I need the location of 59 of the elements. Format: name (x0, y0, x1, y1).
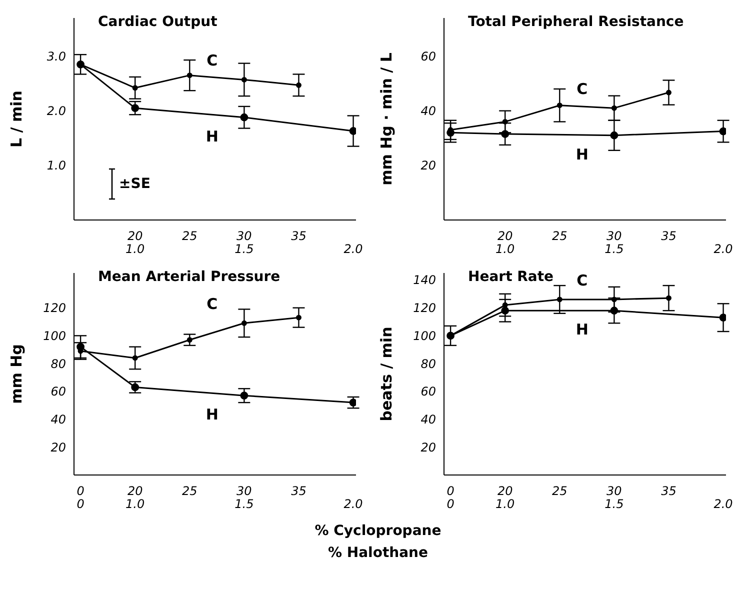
x-tick-label: 35 (661, 484, 676, 498)
series-label: H (206, 127, 218, 146)
y-axis-title: mm Hg (7, 344, 26, 404)
chart-title: Cardiac Output (98, 14, 218, 30)
y-tick-label: 20 (50, 440, 66, 454)
y-tick-label: 80 (50, 356, 66, 371)
series-label: C (576, 271, 588, 290)
x-tick-label: 30 1.5 (234, 229, 254, 256)
y-tick-label: 40 (50, 412, 66, 427)
y-tick-label: 100 (43, 328, 66, 343)
series-label: H (576, 145, 588, 164)
y-tick-label: 2.0 (46, 104, 66, 118)
x-tick-label: 25 (552, 484, 568, 498)
y-tick-label: 1.0 (46, 158, 66, 173)
chart-title: Total Peripheral Resistance (468, 14, 684, 30)
x-tick-label: 2.0 (344, 497, 364, 511)
x-tick-label: 30 1.5 (604, 229, 624, 256)
x-tick-label: 2.0 (344, 242, 364, 256)
series-label: C (576, 80, 588, 98)
x-tick-label: 30 1.5 (604, 484, 624, 511)
x-tick-label: 20 1.0 (126, 229, 145, 256)
y-axis-title: L / min (7, 90, 26, 148)
y-axis-title: beats / min (377, 326, 396, 422)
x-tick-label: 25 (182, 484, 198, 498)
x-tick-label: 20 1.0 (126, 484, 145, 511)
y-tick-label: 120 (413, 301, 436, 316)
x-tick-label: 35 (291, 229, 306, 243)
x-tick-label: 35 (291, 484, 306, 498)
chart-title: Mean Arterial Pressure (98, 269, 280, 285)
x-tick-label: 35 (661, 229, 676, 243)
x-axis-title: % Cyclopropane % Halothane (314, 522, 442, 563)
y-axis-title: mm Hg · min / L (377, 52, 396, 186)
x-tick-label: 20 1.0 (496, 484, 515, 511)
y-tick-label: 60 (420, 384, 436, 399)
x-tick-label: 0 0 (76, 484, 85, 511)
x-tick-label: 30 1.5 (234, 484, 254, 511)
y-tick-label: 140 (413, 273, 436, 288)
x-tick-label: 25 (552, 229, 568, 243)
x-tick-label: 25 (182, 229, 198, 243)
y-tick-label: 80 (420, 356, 436, 371)
y-tick-label: 3.0 (46, 49, 66, 64)
y-tick-label: 100 (413, 328, 436, 343)
series-label: C (206, 295, 218, 314)
x-tick-label: 2.0 (714, 242, 734, 256)
y-tick-label: 20 (420, 158, 436, 173)
y-tick-label: 40 (420, 412, 436, 427)
x-tick-label: 20 1.0 (496, 229, 515, 256)
x-tick-label: 2.0 (714, 497, 734, 511)
y-tick-label: 120 (43, 301, 66, 316)
y-tick-label: 60 (420, 49, 436, 64)
y-tick-label: 60 (50, 384, 66, 399)
series-label: C (206, 52, 218, 70)
x-tick-label: 0 0 (446, 484, 455, 511)
y-tick-label: 40 (420, 104, 436, 118)
series-label: H (576, 320, 588, 339)
annotation: ±SE (119, 176, 150, 192)
y-tick-label: 20 (420, 440, 436, 454)
series-label: H (206, 406, 218, 424)
chart-title: Heart Rate (468, 269, 554, 285)
